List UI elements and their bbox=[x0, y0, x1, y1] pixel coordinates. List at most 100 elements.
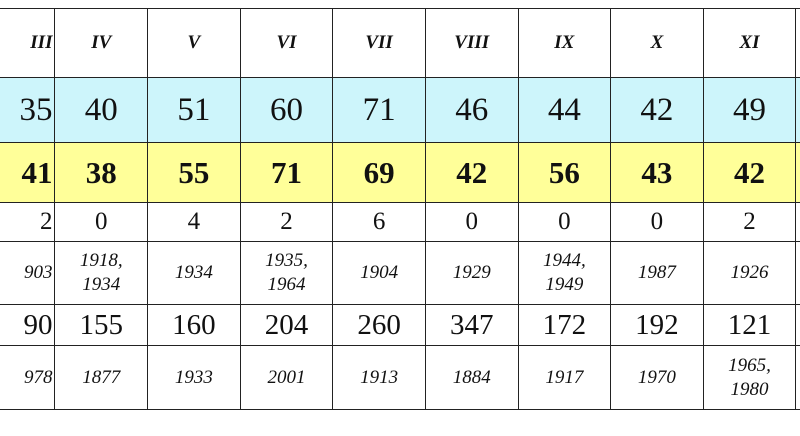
table-cell: 0 bbox=[610, 202, 704, 242]
cell-line: 978 bbox=[23, 366, 53, 388]
table-cell: 90 bbox=[0, 304, 56, 346]
table-cell: 71 bbox=[332, 77, 426, 143]
table-cell: 2001 bbox=[239, 345, 334, 410]
table-cell: 38 bbox=[54, 142, 149, 203]
cell-line: 1964 bbox=[267, 274, 306, 295]
table-cell: 260 bbox=[332, 304, 426, 346]
table-cell: 46 bbox=[424, 77, 519, 143]
table-cell: 1944, 1949 bbox=[517, 241, 612, 305]
table-cell: 121 bbox=[702, 304, 797, 346]
cell-line: 1949 bbox=[545, 274, 584, 295]
table-cell: IV bbox=[54, 8, 149, 78]
table-cell-cropped bbox=[795, 345, 800, 410]
table-cell: 42 bbox=[424, 142, 519, 203]
cell-line: 1965, bbox=[728, 354, 771, 376]
table-cell: 71 bbox=[239, 142, 334, 203]
cell-line: 1918, bbox=[79, 250, 123, 271]
table-cell: 192 bbox=[610, 304, 704, 346]
cell-line: 1980 bbox=[730, 378, 769, 400]
table-cell: X bbox=[610, 8, 704, 78]
table-cell: 0 bbox=[517, 202, 612, 242]
table-cell: 0 bbox=[424, 202, 519, 242]
table-cell: 42 bbox=[702, 142, 797, 203]
table-cell: 43 bbox=[610, 142, 704, 203]
table-cell: 42 bbox=[610, 77, 704, 143]
climate-data-table: III IV V VI VII VIII IX X XI 35 40 51 60 71 46 44 42 49 … bbox=[0, 8, 800, 410]
table-cell: 1987 bbox=[610, 241, 704, 305]
table-cell: 347 bbox=[424, 304, 519, 346]
table-cell: XI bbox=[702, 8, 797, 78]
table-cell: 1917 bbox=[517, 345, 612, 410]
table-cell: 35 bbox=[0, 77, 56, 143]
table-cell: 60 bbox=[239, 77, 334, 143]
cell-line: 1933 bbox=[174, 366, 213, 388]
table-cell: 55 bbox=[147, 142, 241, 203]
table-cell: 40 bbox=[54, 77, 149, 143]
table-cell: 2 bbox=[0, 202, 56, 242]
cell-line: 1926 bbox=[730, 262, 769, 283]
table-cell: 1929 bbox=[424, 241, 519, 305]
table-cell: 1933 bbox=[147, 345, 241, 410]
cell-line: 1944, bbox=[542, 250, 586, 271]
table-cell: 0 bbox=[54, 202, 149, 242]
cell-line: 1917 bbox=[545, 366, 584, 388]
record-years-row: 978 1877 1933 2001 1913 1884 1917 1970 1965, 1980 bbox=[0, 345, 800, 410]
years-row: 903 1918, 1934 1934 1935, 1964 1904 1929 1944, 19… bbox=[0, 241, 800, 305]
table-cell: 49 bbox=[702, 77, 797, 143]
table-cell: 1934 bbox=[147, 241, 241, 305]
table-cell: 1970 bbox=[610, 345, 704, 410]
table-cell: 903 bbox=[0, 241, 56, 305]
cell-line: 2001 bbox=[267, 366, 306, 388]
table-cell: IX bbox=[517, 8, 612, 78]
table-cell-cropped bbox=[795, 142, 800, 203]
table-cell: 1884 bbox=[424, 345, 519, 410]
cell-line: 1884 bbox=[452, 366, 491, 388]
table-cell: 978 bbox=[0, 345, 56, 410]
cell-line: 1934 bbox=[174, 262, 213, 283]
table-cell: 1965, 1980 bbox=[702, 345, 797, 410]
cell-line: 1877 bbox=[82, 366, 121, 388]
table-cell: 1918, 1934 bbox=[54, 241, 149, 305]
table-cell-cropped bbox=[795, 202, 800, 242]
table-cell: 4 bbox=[147, 202, 241, 242]
table-cell: 1877 bbox=[54, 345, 149, 410]
table-cell: VII bbox=[332, 8, 426, 78]
table-cell: V bbox=[147, 8, 241, 78]
table-cell-cropped bbox=[795, 241, 800, 305]
record-row: 90 155 160 204 260 347 172 192 121 bbox=[0, 304, 800, 346]
table-cell-cropped bbox=[795, 77, 800, 143]
table-cell: 56 bbox=[517, 142, 612, 203]
cell-line: 903 bbox=[23, 262, 53, 283]
table-cell: 172 bbox=[517, 304, 612, 346]
cell-line: 1904 bbox=[360, 262, 399, 283]
table-cell: 1926 bbox=[702, 241, 797, 305]
table-cell: 2 bbox=[239, 202, 334, 242]
table-cell: 2 bbox=[702, 202, 797, 242]
table-cell: 204 bbox=[239, 304, 334, 346]
table-cell: 160 bbox=[147, 304, 241, 346]
cell-line: 1987 bbox=[637, 262, 676, 283]
cell-line: 1935, bbox=[265, 250, 308, 271]
table-cell: 1935, 1964 bbox=[239, 241, 334, 305]
table-cell: 1904 bbox=[332, 241, 426, 305]
cropped-caption bbox=[300, 424, 600, 436]
maximum-row: 41 38 55 71 69 42 56 43 42 bbox=[0, 142, 800, 203]
table-cell: III bbox=[0, 8, 56, 78]
table-cell: VIII bbox=[424, 8, 519, 78]
table-cell: 44 bbox=[517, 77, 612, 143]
cropped-title-strip bbox=[0, 0, 800, 8]
table-cell: 41 bbox=[0, 142, 56, 203]
average-row: 35 40 51 60 71 46 44 42 49 bbox=[0, 77, 800, 143]
table-cell: 6 bbox=[332, 202, 426, 242]
cell-line: 1929 bbox=[452, 262, 491, 283]
table-cell-cropped bbox=[795, 304, 800, 346]
cell-line: 1934 bbox=[82, 274, 121, 295]
table-cell: 51 bbox=[147, 77, 241, 143]
month-header-row: III IV V VI VII VIII IX X XI bbox=[0, 8, 800, 78]
table-cell: VI bbox=[239, 8, 334, 78]
table-cell: 155 bbox=[54, 304, 149, 346]
table-cell: 1913 bbox=[332, 345, 426, 410]
cell-line: 1970 bbox=[637, 366, 676, 388]
cell-line: 1913 bbox=[360, 366, 399, 388]
